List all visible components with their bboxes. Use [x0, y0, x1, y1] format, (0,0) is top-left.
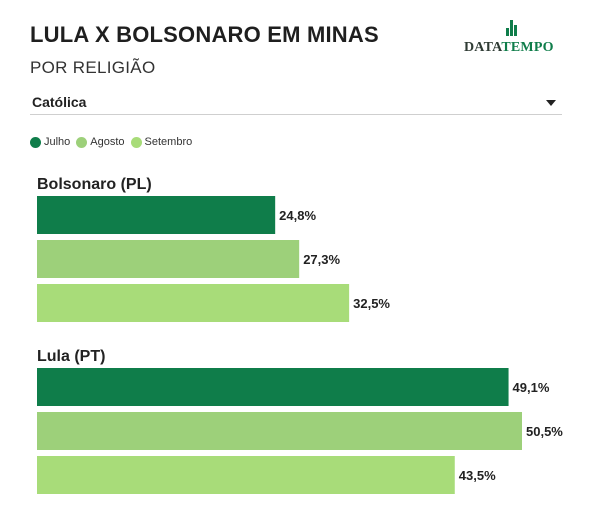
group-label: Bolsonaro (PL) [37, 176, 152, 193]
logo-bars-icon [506, 20, 520, 36]
data-label: 49,1% [513, 380, 550, 395]
bar-julho[interactable] [37, 368, 509, 406]
bar-setembro[interactable] [37, 456, 455, 494]
legend-dot-icon [130, 136, 142, 148]
datatempo-logo: DATATEMPO [464, 20, 566, 56]
legend-item-setembro[interactable]: Setembro [130, 136, 193, 148]
religion-dropdown-value: Católica [32, 94, 87, 110]
legend-dot-icon [76, 136, 88, 148]
data-label: 32,5% [353, 296, 390, 311]
legend-label: Julho [44, 136, 71, 148]
legend-item-agosto[interactable]: Agosto [76, 136, 125, 148]
bar-agosto[interactable] [37, 412, 522, 450]
data-label: 27,3% [303, 252, 340, 267]
bar-setembro[interactable] [37, 284, 350, 322]
chevron-down-icon[interactable] [546, 100, 556, 106]
legend-label: Setembro [144, 136, 193, 148]
chart-subtitle: POR RELIGIÃO [30, 58, 156, 77]
religion-dropdown[interactable]: Católica [30, 90, 562, 115]
legend-item-julho[interactable]: Julho [30, 136, 70, 148]
bar-agosto[interactable] [37, 240, 300, 278]
data-label: 43,5% [459, 468, 496, 483]
logo-text: DATATEMPO [464, 40, 554, 56]
logo-text-tempo: TEMPO [501, 40, 554, 55]
legend: Julho Agosto Setembro [30, 135, 198, 149]
legend-dot-icon [30, 136, 41, 148]
chart-title: LULA X BOLSONARO EM MINAS [30, 22, 379, 47]
legend-label: Agosto [90, 136, 125, 148]
data-label: 50,5% [526, 424, 563, 439]
data-label: 24,8% [279, 208, 316, 223]
bar-julho[interactable] [37, 196, 276, 234]
logo-text-data: DATA [464, 40, 502, 55]
group-label: Lula (PT) [37, 348, 105, 365]
